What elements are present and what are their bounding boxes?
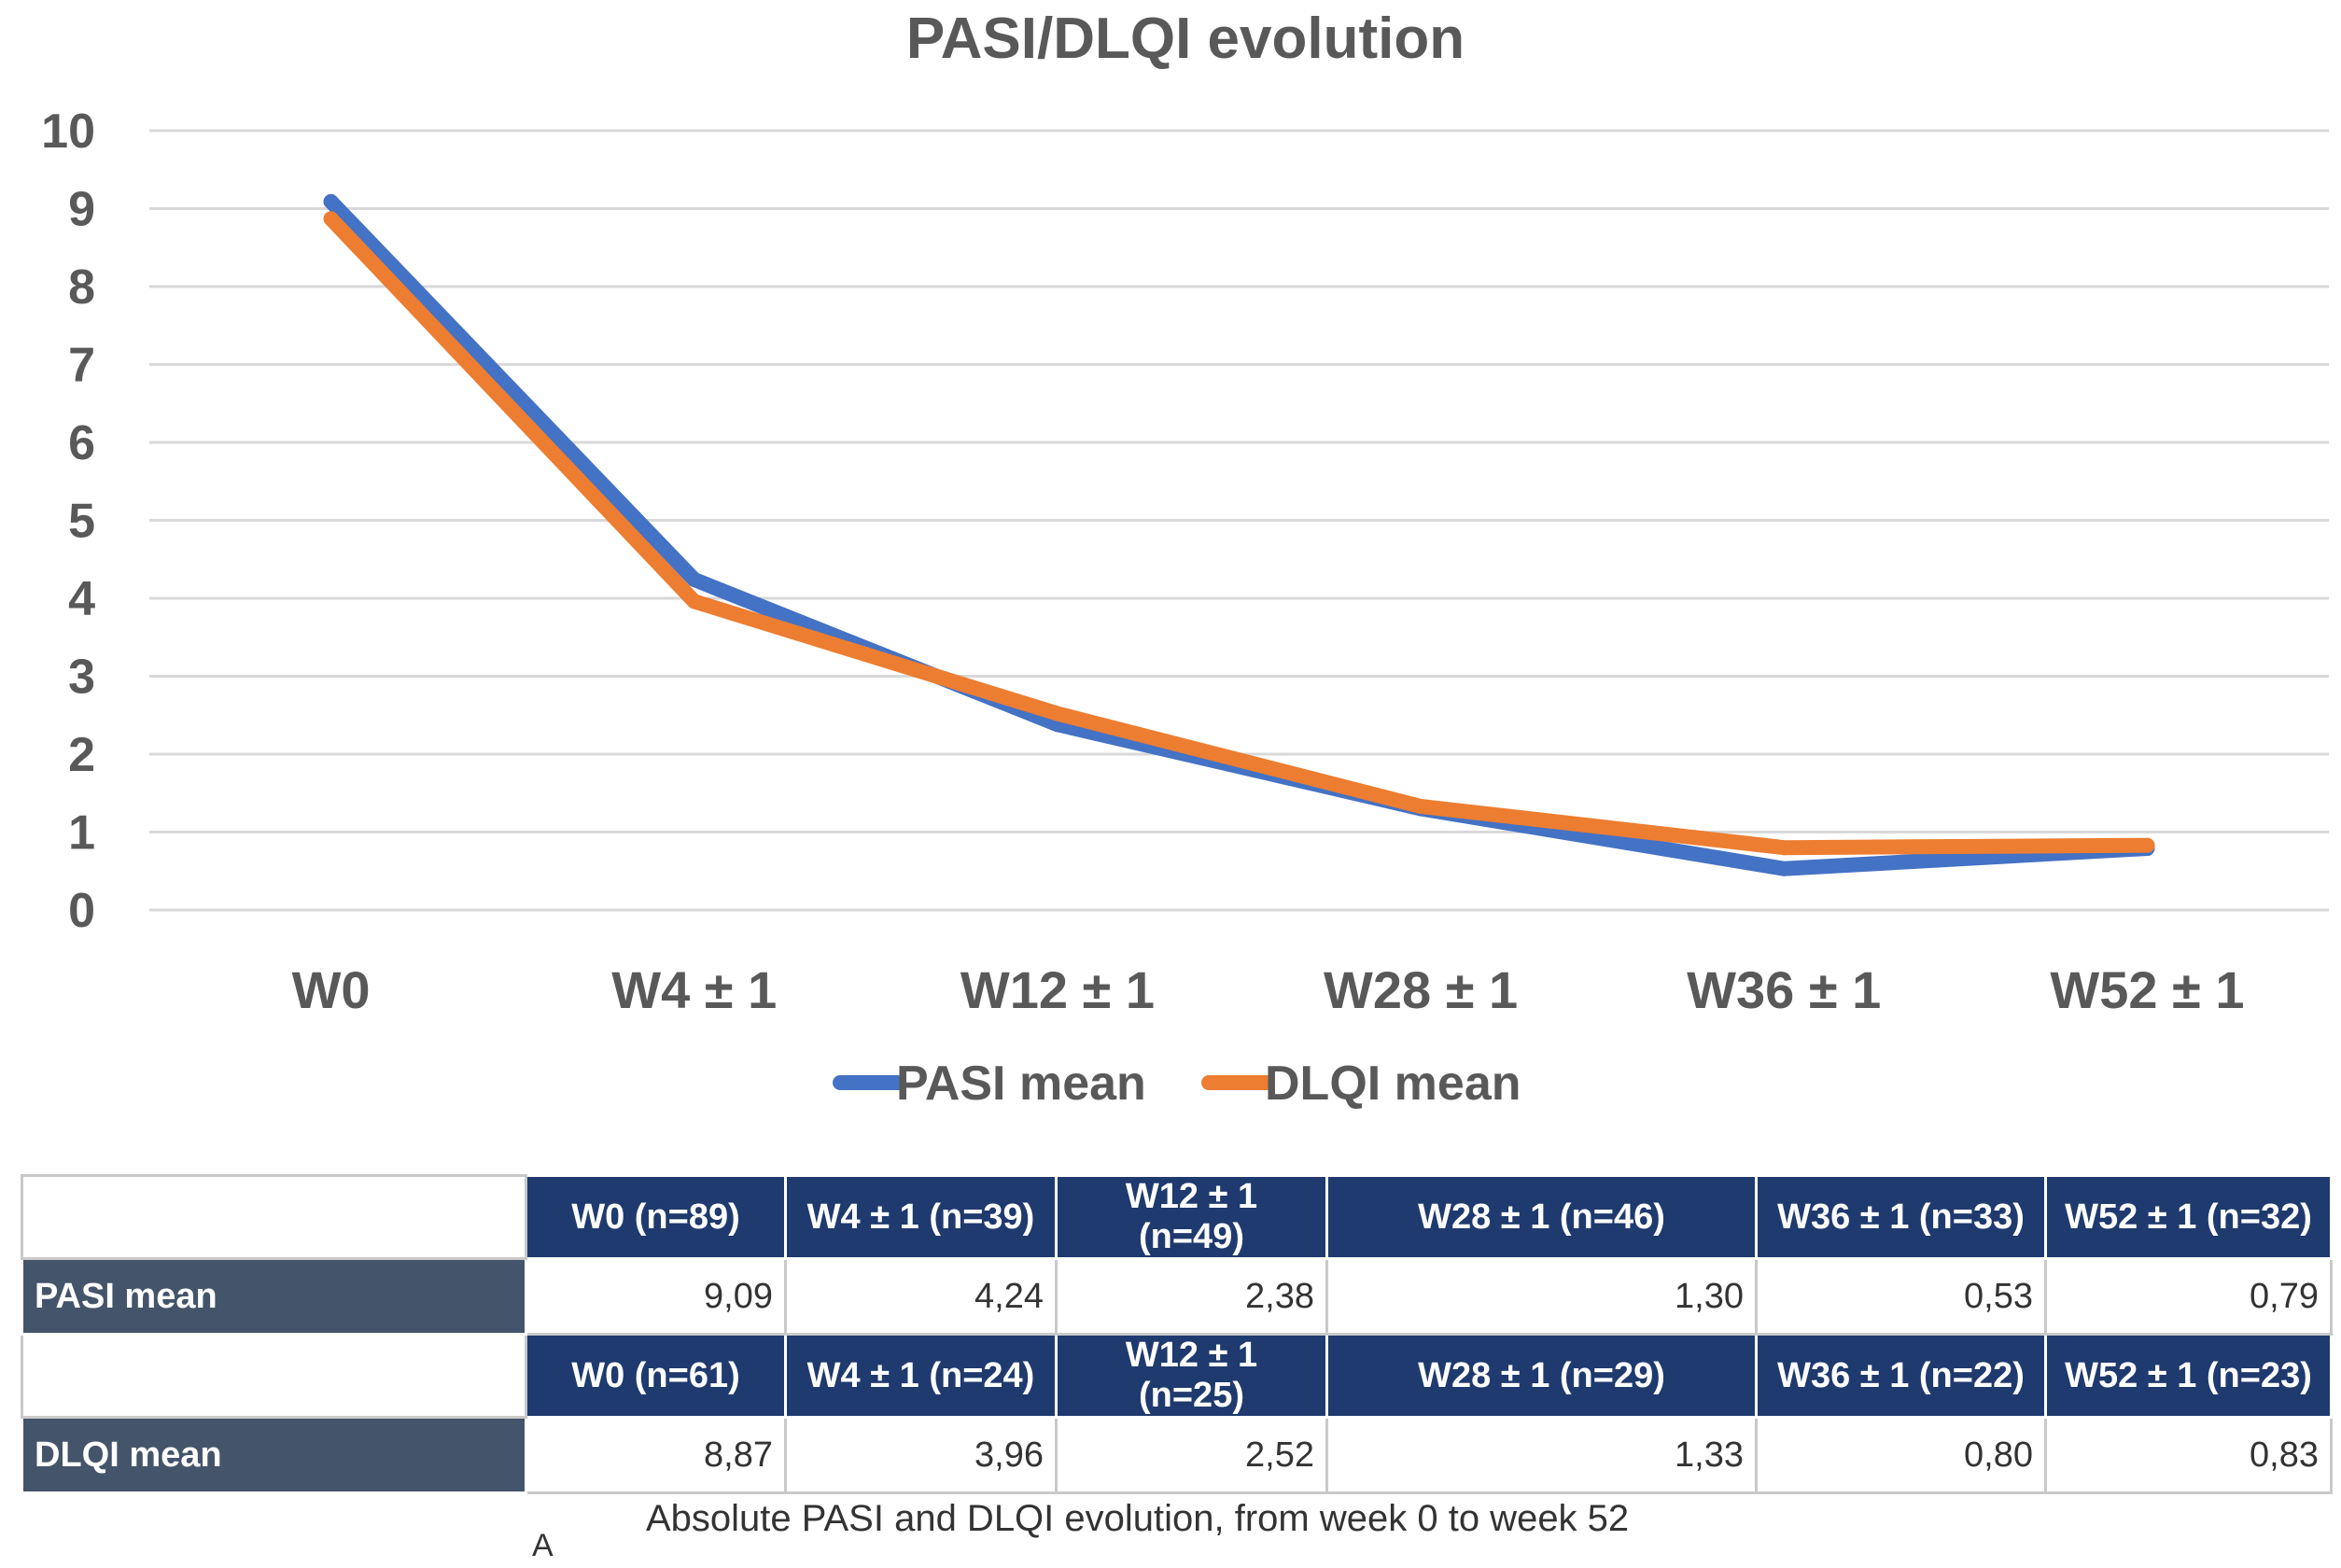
dlqi-value-cell: 0,83 (2044, 1416, 2333, 1494)
panel-letter: A (532, 1528, 554, 1563)
y-tick-label: 9 (68, 183, 95, 237)
figure-caption: Absolute PASI and DLQI evolution, from w… (646, 1498, 1630, 1539)
y-tick-label: 10 (41, 105, 95, 159)
pasi-header-cell: W52 ± 1 (n=32) (2044, 1174, 2333, 1260)
pasi-header-cell: W0 (n=89) (525, 1174, 787, 1260)
pasi-header-cell: W4 ± 1 (n=39) (784, 1174, 1058, 1260)
y-tick-label: 1 (68, 806, 95, 861)
dlqi-header-cell: W0 (n=61) (525, 1333, 787, 1419)
corner-cell (21, 1174, 527, 1260)
y-tick-label: 5 (68, 495, 95, 549)
dlqi-header-cell: W36 ± 1 (n=22) (1755, 1333, 2047, 1419)
dlqi-value-cell: 1,33 (1325, 1416, 1758, 1494)
pasi-value-cell: 0,79 (2044, 1257, 2333, 1336)
pasi-value-cell: 0,53 (1755, 1257, 2047, 1336)
y-tick-label: 0 (68, 884, 95, 938)
data-point-dlqi (1413, 798, 1429, 814)
x-tick-label: W28 ± 1 (1324, 960, 1518, 1019)
dlqi-header-cell: W28 ± 1 (n=29) (1325, 1333, 1758, 1419)
pasi-header-row: W0 (n=89) W4 ± 1 (n=39) W12 ± 1 (n=49) W… (21, 1174, 2333, 1260)
series-line-pasi (323, 193, 2155, 876)
dlqi-header-row: W0 (n=61) W4 ± 1 (n=24) W12 ± 1 (n=25) W… (21, 1333, 2333, 1419)
dlqi-value-row: DLQI mean 8,87 3,96 2,52 1,33 0,80 0,83 (21, 1416, 2333, 1494)
data-point-pasi (1776, 861, 1792, 876)
pasi-value-cell: 9,09 (525, 1257, 787, 1336)
data-point-dlqi (2139, 837, 2155, 853)
x-tick-label: W52 ± 1 (2050, 960, 2244, 1019)
dlqi-header-cell: W52 ± 1 (n=23) (2044, 1333, 2333, 1419)
pasi-header-cell: W12 ± 1 (n=49) (1055, 1174, 1328, 1260)
legend-label: PASI mean (896, 1057, 1146, 1111)
data-point-pasi (686, 571, 702, 587)
data-point-dlqi (1049, 706, 1065, 721)
pasi-value-row: PASI mean 9,09 4,24 2,38 1,30 0,53 0,79 (21, 1257, 2333, 1336)
x-tick-label: W0 (292, 960, 371, 1019)
pasi-value-cell: 1,30 (1325, 1257, 1758, 1336)
series-lines (323, 193, 2155, 876)
data-point-dlqi (323, 211, 339, 227)
data-point-dlqi (1776, 840, 1792, 856)
dlqi-value-cell: 2,52 (1055, 1416, 1328, 1494)
y-tick-label: 3 (68, 651, 95, 705)
y-axis-ticks: 0 1 2 3 4 5 6 7 8 9 10 (41, 105, 95, 938)
dlqi-value-cell: 8,87 (525, 1416, 787, 1494)
dlqi-value-cell: 0,80 (1755, 1416, 2047, 1494)
data-table: W0 (n=89) W4 ± 1 (n=39) W12 ± 1 (n=49) W… (21, 1174, 2333, 1494)
corner-cell (21, 1333, 527, 1419)
x-tick-label: W36 ± 1 (1687, 960, 1881, 1019)
y-tick-label: 4 (68, 572, 95, 626)
x-axis-ticks: W0 W4 ± 1 W12 ± 1 W28 ± 1 W36 ± 1 W52 ± 1 (292, 960, 2245, 1019)
x-tick-label: W12 ± 1 (960, 960, 1155, 1019)
pasi-row-label: PASI mean (21, 1257, 527, 1336)
series-line-dlqi (323, 211, 2155, 856)
chart-title: PASI/DLQI evolution (906, 7, 1465, 71)
x-tick-label: W4 ± 1 (611, 960, 777, 1019)
data-point-dlqi (686, 594, 702, 609)
y-tick-label: 6 (68, 416, 95, 470)
y-tick-label: 2 (68, 728, 95, 782)
data-point-pasi (323, 193, 339, 209)
dlqi-header-cell: W4 ± 1 (n=24) (784, 1333, 1058, 1419)
dlqi-row-label: DLQI mean (21, 1416, 527, 1494)
legend-label: DLQI mean (1265, 1057, 1521, 1111)
dlqi-header-cell: W12 ± 1 (n=25) (1055, 1333, 1328, 1419)
gridlines (149, 129, 2329, 912)
pasi-value-cell: 4,24 (784, 1257, 1058, 1336)
pasi-value-cell: 2,38 (1055, 1257, 1328, 1336)
y-tick-label: 8 (68, 260, 95, 315)
y-tick-label: 7 (68, 339, 95, 393)
pasi-header-cell: W28 ± 1 (n=46) (1325, 1174, 1758, 1260)
legend: PASI mean DLQI mean (833, 1057, 1521, 1111)
dlqi-value-cell: 3,96 (784, 1416, 1058, 1494)
pasi-header-cell: W36 ± 1 (n=33) (1755, 1174, 2047, 1260)
line-chart: PASI/DLQI evolution 0 1 2 3 4 5 6 7 8 9 10 W0 W4 ± … (41, 7, 2329, 1111)
